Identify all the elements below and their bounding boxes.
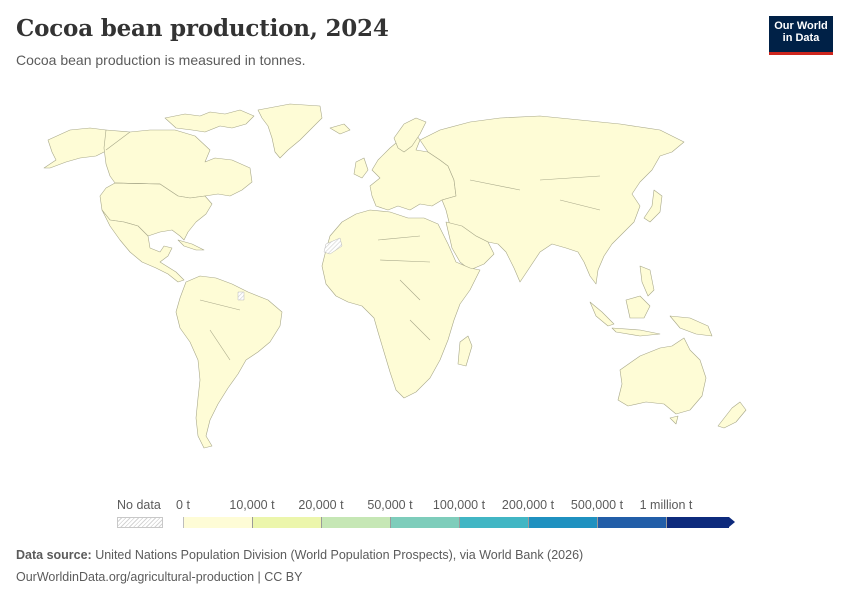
chart-subtitle: Cocoa bean production is measured in ton… <box>16 52 306 68</box>
data-source-text[interactable]: United Nations Population Division (Worl… <box>91 548 584 562</box>
data-source-label: Data source: <box>16 548 92 562</box>
country-uk <box>353 157 369 179</box>
country-indonesia-java <box>611 327 661 337</box>
country-canada <box>103 129 253 199</box>
legend-bin-7[interactable] <box>666 517 729 528</box>
country-mexico <box>101 209 185 283</box>
country-japan <box>643 189 663 223</box>
legend-arrow-icon <box>729 517 735 527</box>
legend-label-1: 10,000 t <box>229 498 275 512</box>
country-south-america <box>175 275 283 449</box>
legend-bin-3[interactable] <box>390 517 459 528</box>
legend-bin-0[interactable] <box>183 517 252 528</box>
country-scandinavia <box>393 117 427 153</box>
country-greenland <box>257 103 323 159</box>
legend-label-2: 20,000 t <box>298 498 344 512</box>
country-africa <box>321 209 481 399</box>
legend-label-5: 200,000 t <box>501 498 555 512</box>
source-url[interactable]: OurWorldinData.org/agricultural-producti… <box>16 570 303 584</box>
chart-title: Cocoa bean production, 2024 <box>16 15 389 42</box>
country-indonesia-sumatra <box>589 301 615 327</box>
legend-label-4: 100,000 t <box>432 498 486 512</box>
legend-bins <box>183 517 735 528</box>
legend-bin-1[interactable] <box>252 517 321 528</box>
country-canada-islands <box>164 109 255 133</box>
data-source: Data source: United Nations Population D… <box>16 548 583 562</box>
logo-line-1: Our World <box>774 20 828 32</box>
country-madagascar <box>457 335 473 367</box>
color-legend: No data 0 t 10,000 t 20,000 t 50,000 t 1… <box>0 495 850 535</box>
country-papua-new-guinea <box>669 315 713 337</box>
legend-no-data-swatch[interactable] <box>117 517 163 528</box>
legend-label-0: 0 t <box>176 498 190 512</box>
legend-bin-6[interactable] <box>597 517 666 528</box>
legend-label-6: 500,000 t <box>570 498 624 512</box>
country-usa-alaska <box>43 127 109 169</box>
country-new-zealand <box>717 401 747 429</box>
legend-label-3: 50,000 t <box>367 498 413 512</box>
legend-label-7: 1 million t <box>639 498 693 512</box>
country-western-sahara-no-data <box>323 237 343 255</box>
legend-bin-4[interactable] <box>459 517 528 528</box>
country-philippines <box>639 265 655 297</box>
country-french-guiana-no-data <box>237 291 245 301</box>
owid-logo[interactable]: Our World in Data <box>769 16 833 55</box>
country-arabia <box>445 221 495 271</box>
logo-line-2: in Data <box>782 32 820 44</box>
country-australia <box>617 337 707 415</box>
legend-bin-5[interactable] <box>528 517 597 528</box>
world-map[interactable] <box>0 88 850 488</box>
legend-bin-2[interactable] <box>321 517 390 528</box>
logo-accent-bar <box>769 52 833 55</box>
border-lines <box>105 131 601 361</box>
country-iceland <box>329 123 351 135</box>
legend-no-data-label: No data <box>117 498 161 512</box>
country-asia <box>419 115 685 285</box>
country-borneo <box>625 295 651 319</box>
country-tasmania <box>669 415 679 425</box>
country-cuba <box>177 239 205 251</box>
